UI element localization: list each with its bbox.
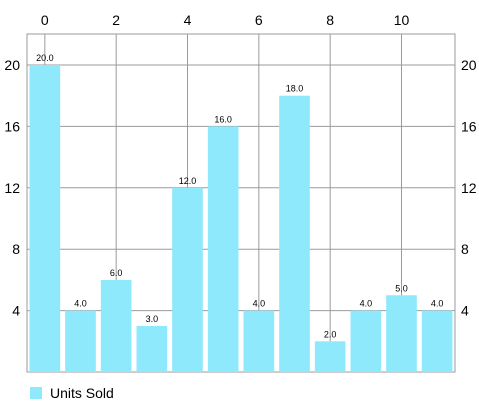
- y-tick-label-right: 4: [461, 303, 469, 319]
- data-label: 16.0: [214, 114, 232, 124]
- x-tick-label: 6: [255, 12, 263, 28]
- y-tick-label-right: 12: [461, 180, 477, 196]
- legend-label: Units Sold: [50, 385, 114, 401]
- data-label: 18.0: [286, 84, 304, 94]
- bar: [30, 65, 61, 372]
- data-label: 4.0: [74, 299, 87, 309]
- y-tick-label-left: 12: [4, 180, 20, 196]
- bar: [137, 326, 168, 372]
- bar: [351, 311, 382, 372]
- data-label: 4.0: [360, 299, 373, 309]
- data-label: 4.0: [253, 299, 266, 309]
- data-label: 6.0: [110, 268, 123, 278]
- y-tick-label-right: 16: [461, 118, 477, 134]
- bars: [30, 65, 453, 372]
- legend-swatch: [30, 387, 42, 399]
- data-label: 2.0: [324, 329, 337, 339]
- legend: Units Sold: [30, 385, 114, 401]
- bar: [279, 96, 310, 372]
- bar: [65, 311, 96, 372]
- bar: [208, 126, 239, 372]
- bar: [101, 280, 132, 372]
- y-tick-label-right: 20: [461, 57, 477, 73]
- y-tick-label-left: 16: [4, 118, 20, 134]
- x-tick-label: 0: [41, 12, 49, 28]
- bar: [315, 341, 346, 372]
- bar: [244, 311, 275, 372]
- x-tick-label: 8: [326, 12, 334, 28]
- x-tick-label: 4: [184, 12, 192, 28]
- bar: [422, 311, 453, 372]
- data-label: 12.0: [179, 176, 197, 186]
- data-label: 4.0: [431, 299, 444, 309]
- bar: [172, 188, 203, 372]
- y-tick-label-left: 4: [12, 303, 20, 319]
- bar: [386, 295, 417, 372]
- y-tick-label-left: 20: [4, 57, 20, 73]
- y-tick-label-right: 8: [461, 241, 469, 257]
- data-label: 5.0: [395, 283, 408, 293]
- data-label: 3.0: [146, 314, 159, 324]
- axis-ticks: 4 4 8 8 12 12 16 16 20 20 0 2 4 6 8 10: [4, 12, 476, 319]
- x-tick-label: 2: [112, 12, 120, 28]
- y-tick-label-left: 8: [12, 241, 20, 257]
- data-labels: 20.0 4.0 6.0 3.0 12.0 16.0 4.0 18.0 2.0 4.0 5.0 4.0: [36, 53, 443, 339]
- data-label: 20.0: [36, 53, 54, 63]
- x-tick-label: 10: [394, 12, 410, 28]
